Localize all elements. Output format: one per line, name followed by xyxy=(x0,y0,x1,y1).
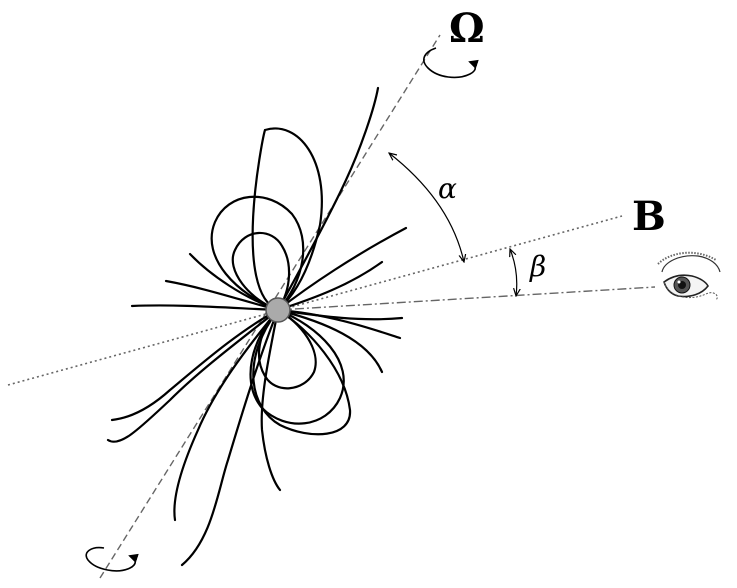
field-line xyxy=(276,308,402,340)
field-line xyxy=(210,195,305,312)
alpha-arc xyxy=(389,153,464,262)
field-line xyxy=(257,308,317,390)
line-of-sight xyxy=(277,286,656,311)
alpha-label: α xyxy=(438,172,457,205)
rotation-axis-label: Ω xyxy=(449,5,485,52)
field-line xyxy=(106,308,280,443)
field-line xyxy=(249,308,345,425)
field-line xyxy=(276,226,408,312)
field-line xyxy=(276,86,380,312)
field-line xyxy=(130,304,280,312)
field-line xyxy=(260,308,282,492)
field-line xyxy=(180,308,280,567)
rotation-arrow-bottom xyxy=(85,546,139,572)
beta-arc xyxy=(510,249,517,296)
field-line xyxy=(276,308,384,374)
field-line xyxy=(173,308,280,522)
beta-label: β xyxy=(529,250,546,283)
rotation-arrow-icon xyxy=(423,47,479,79)
neutron-star xyxy=(265,297,291,323)
magnetic-field-lines xyxy=(106,86,408,567)
rotation-arrow-top xyxy=(423,47,479,79)
eye-icon xyxy=(657,251,721,301)
field-line xyxy=(110,308,280,422)
field-line xyxy=(231,231,291,312)
field-line xyxy=(252,308,352,436)
magnetic-axis-label: B xyxy=(632,193,666,240)
rotation-arrow-icon xyxy=(85,546,139,572)
magnetic-axis xyxy=(7,215,623,386)
field-line xyxy=(251,127,323,312)
